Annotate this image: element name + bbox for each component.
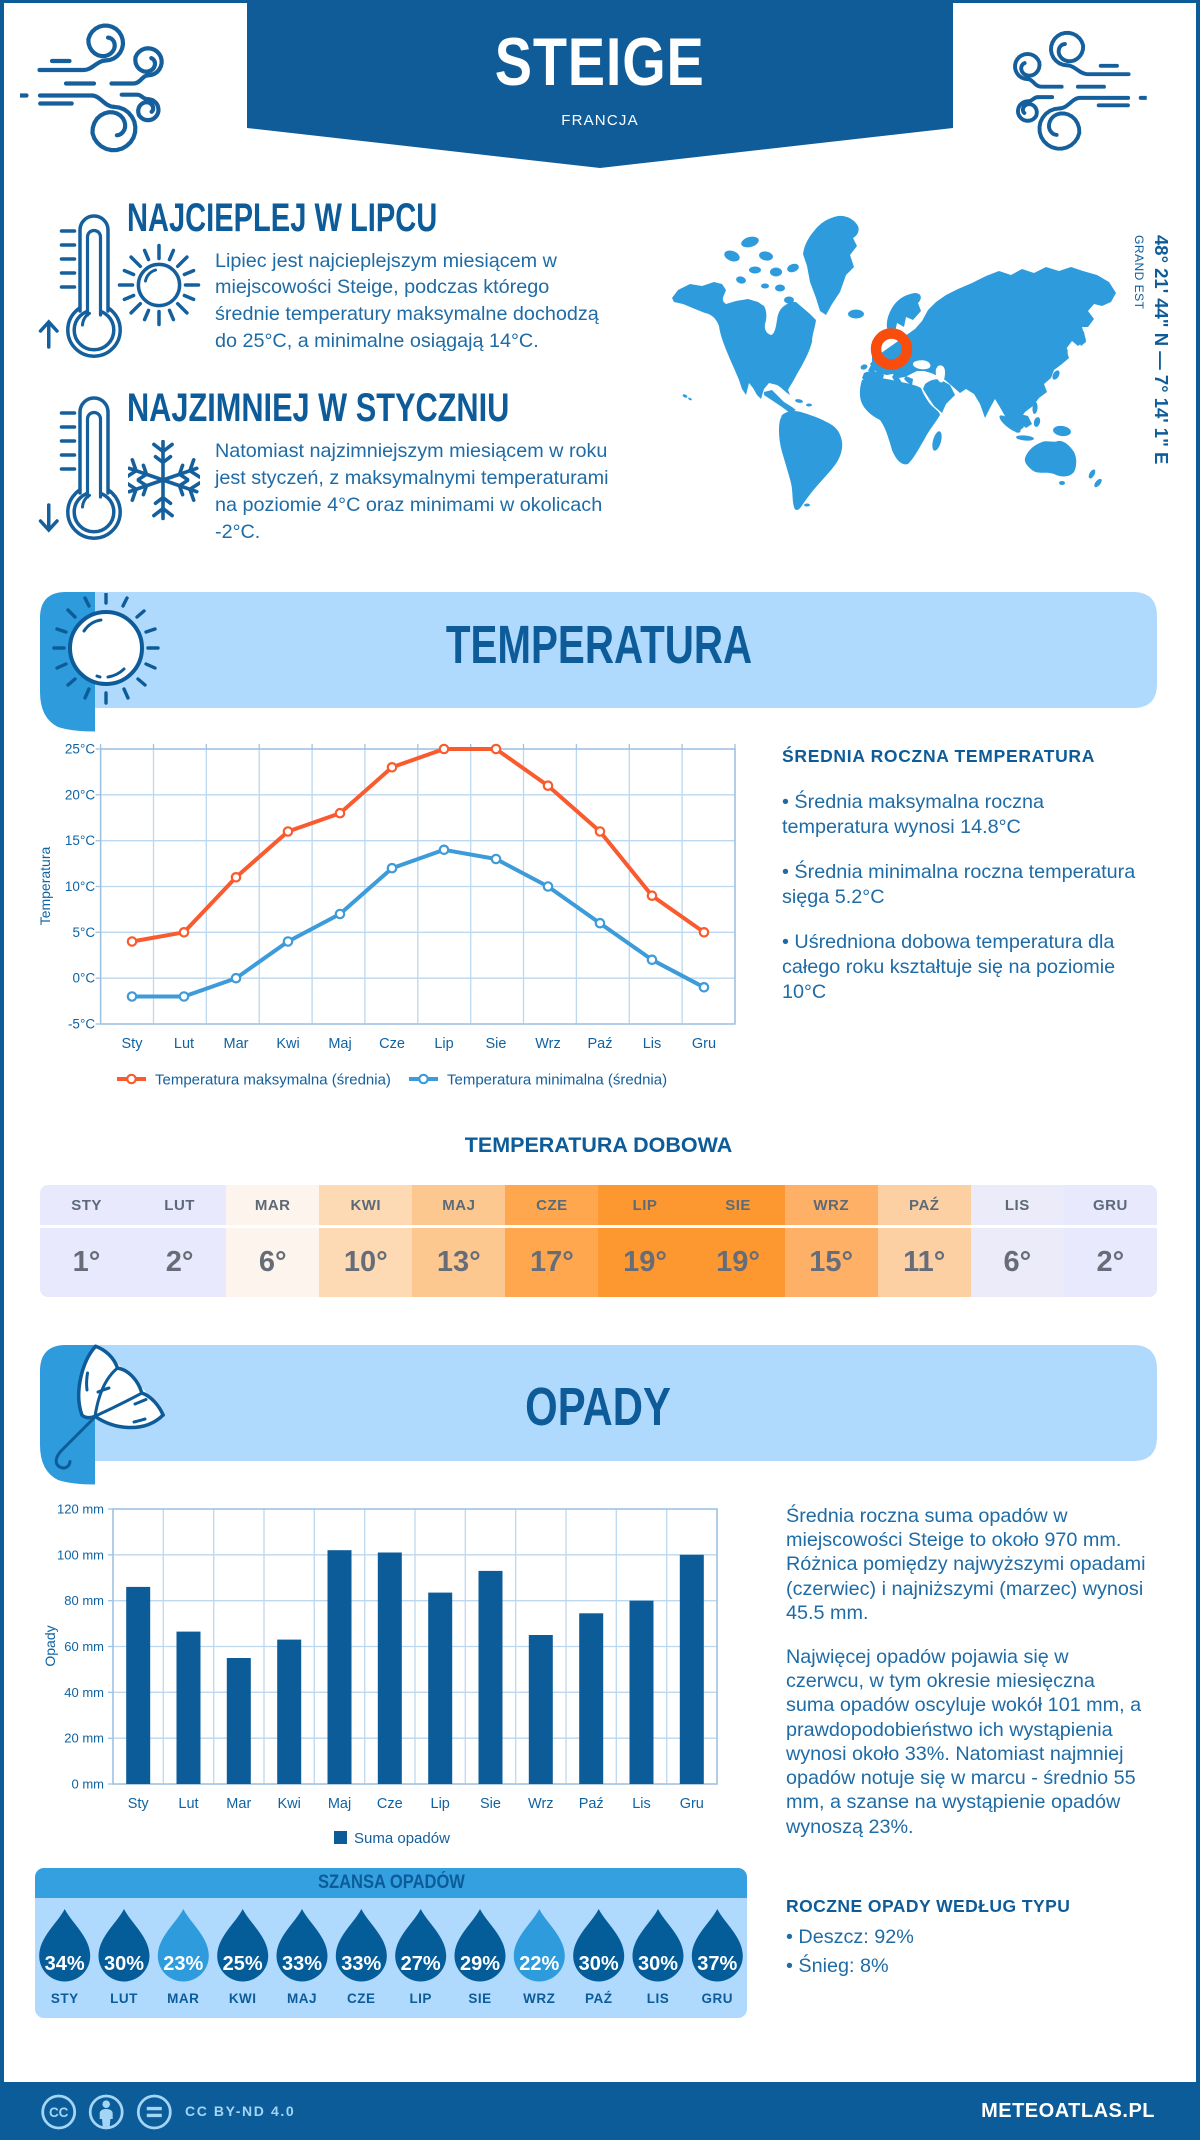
- svg-text:30%: 30%: [638, 1953, 678, 1975]
- svg-text:SIE: SIE: [468, 1991, 491, 2006]
- svg-text:Cze: Cze: [379, 1036, 405, 1052]
- svg-text:Temperatura maksymalna (średni: Temperatura maksymalna (średnia): [155, 1072, 391, 1089]
- svg-text:0 mm: 0 mm: [72, 1777, 105, 1792]
- svg-text:25°C: 25°C: [65, 742, 95, 757]
- svg-text:23%: 23%: [163, 1953, 203, 1975]
- svg-text:33%: 33%: [341, 1953, 381, 1975]
- svg-text:40 mm: 40 mm: [64, 1685, 104, 1700]
- svg-text:Mar: Mar: [224, 1036, 249, 1052]
- svg-text:CC: CC: [49, 2105, 69, 2120]
- svg-text:25%: 25%: [223, 1953, 263, 1975]
- svg-text:Sie: Sie: [486, 1036, 507, 1052]
- svg-text:22%: 22%: [519, 1953, 559, 1975]
- svg-text:10°C: 10°C: [65, 879, 95, 894]
- svg-text:29%: 29%: [460, 1953, 500, 1975]
- svg-text:MAJ: MAJ: [287, 1991, 317, 2006]
- svg-text:Paź: Paź: [579, 1796, 604, 1812]
- svg-text:Lis: Lis: [643, 1036, 662, 1052]
- svg-text:CZE: CZE: [347, 1991, 376, 2006]
- svg-text:80 mm: 80 mm: [64, 1593, 104, 1608]
- svg-text:PAŹ: PAŹ: [585, 1991, 613, 2006]
- svg-text:5°C: 5°C: [72, 925, 95, 940]
- svg-text:33%: 33%: [282, 1953, 322, 1975]
- svg-text:Gru: Gru: [692, 1036, 716, 1052]
- svg-text:LUT: LUT: [110, 1991, 138, 2006]
- svg-text:LIP: LIP: [409, 1991, 432, 2006]
- svg-text:30%: 30%: [579, 1953, 619, 1975]
- svg-text:34%: 34%: [45, 1953, 85, 1975]
- svg-text:LIS: LIS: [647, 1991, 670, 2006]
- svg-text:Sie: Sie: [480, 1796, 501, 1812]
- svg-text:120 mm: 120 mm: [57, 1502, 104, 1517]
- svg-text:Suma opadów: Suma opadów: [354, 1830, 450, 1847]
- svg-text:Temperatura minimalna (średnia: Temperatura minimalna (średnia): [447, 1072, 667, 1089]
- svg-text:30%: 30%: [104, 1953, 144, 1975]
- svg-text:WRZ: WRZ: [523, 1991, 555, 2006]
- svg-text:MAR: MAR: [167, 1991, 199, 2006]
- svg-text:Cze: Cze: [377, 1796, 403, 1812]
- svg-text:Paź: Paź: [588, 1036, 613, 1052]
- svg-text:KWI: KWI: [229, 1991, 257, 2006]
- svg-text:Gru: Gru: [680, 1796, 704, 1812]
- svg-text:-5°C: -5°C: [68, 1017, 95, 1032]
- svg-text:Opady: Opady: [42, 1625, 58, 1666]
- svg-text:100 mm: 100 mm: [57, 1547, 104, 1562]
- svg-text:Sty: Sty: [122, 1036, 144, 1052]
- svg-text:Temperatura: Temperatura: [37, 846, 53, 925]
- svg-text:Wrz: Wrz: [535, 1036, 561, 1052]
- svg-text:Kwi: Kwi: [278, 1796, 301, 1812]
- svg-text:Lip: Lip: [434, 1036, 453, 1052]
- svg-text:Lut: Lut: [178, 1796, 198, 1812]
- svg-text:STY: STY: [51, 1991, 79, 2006]
- svg-text:GRU: GRU: [702, 1991, 734, 2006]
- svg-text:Lip: Lip: [431, 1796, 450, 1812]
- svg-text:Lut: Lut: [174, 1036, 194, 1052]
- svg-text:15°C: 15°C: [65, 833, 95, 848]
- svg-text:Wrz: Wrz: [528, 1796, 554, 1812]
- svg-text:20°C: 20°C: [65, 787, 95, 802]
- svg-text:27%: 27%: [401, 1953, 441, 1975]
- svg-text:Mar: Mar: [226, 1796, 251, 1812]
- svg-text:0°C: 0°C: [72, 971, 95, 986]
- svg-text:60 mm: 60 mm: [64, 1639, 104, 1654]
- svg-text:Maj: Maj: [328, 1036, 351, 1052]
- svg-text:Sty: Sty: [128, 1796, 150, 1812]
- svg-text:Maj: Maj: [328, 1796, 351, 1812]
- svg-text:Kwi: Kwi: [276, 1036, 299, 1052]
- svg-text:37%: 37%: [697, 1953, 737, 1975]
- svg-text:Lis: Lis: [632, 1796, 651, 1812]
- svg-text:20 mm: 20 mm: [64, 1731, 104, 1746]
